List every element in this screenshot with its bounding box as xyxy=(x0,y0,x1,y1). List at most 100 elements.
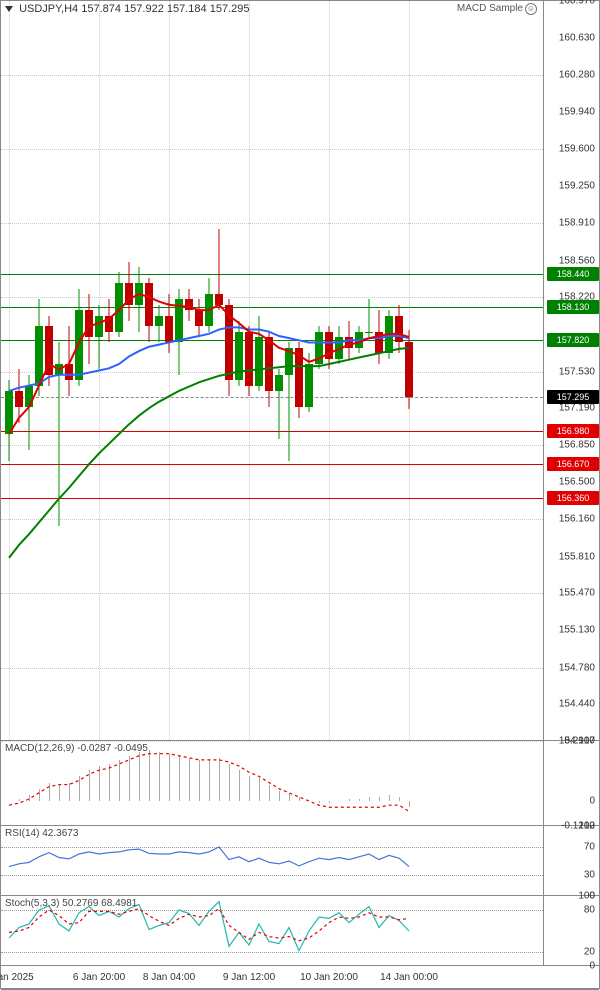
candle xyxy=(185,1,193,741)
price-plot-area[interactable] xyxy=(1,1,543,740)
candle xyxy=(275,1,283,741)
ytick: 0 xyxy=(589,796,595,807)
chart-title: USDJPY,H4 157.874 157.922 157.184 157.29… xyxy=(5,3,249,15)
current-price-label: 157.295 xyxy=(547,390,599,404)
symbol-label: USDJPY,H4 xyxy=(19,3,78,15)
candle xyxy=(405,1,413,741)
candle xyxy=(55,1,63,741)
candle xyxy=(295,1,303,741)
candle xyxy=(95,1,103,741)
candle xyxy=(45,1,53,741)
ytick: 0.2917 xyxy=(564,736,595,747)
price-level-label: 156.670 xyxy=(547,457,599,471)
ytick: 70 xyxy=(584,842,595,853)
candle xyxy=(15,1,23,741)
candle xyxy=(125,1,133,741)
ytick: 159.940 xyxy=(559,106,595,117)
ytick: 80 xyxy=(584,905,595,916)
candle xyxy=(115,1,123,741)
xaxis-label: 9 Jan 12:00 xyxy=(223,972,275,983)
ytick: 154.780 xyxy=(559,662,595,673)
ytick: 159.250 xyxy=(559,181,595,192)
candle xyxy=(345,1,353,741)
candle xyxy=(215,1,223,741)
rsi-title: RSI(14) 42.3673 xyxy=(5,828,78,839)
rsi-yaxis: 10070300 xyxy=(543,826,599,895)
candle xyxy=(245,1,253,741)
settings-icon[interactable]: ☺ xyxy=(525,3,537,15)
ohlc-low: 157.184 xyxy=(167,3,207,15)
ytick: 159.600 xyxy=(559,143,595,154)
candle xyxy=(375,1,383,741)
ytick: 157.530 xyxy=(559,366,595,377)
xaxis-label: 3 Jan 2025 xyxy=(0,972,34,983)
ohlc-high: 157.922 xyxy=(124,3,164,15)
macd-yaxis: 0.29170-0.1212 xyxy=(543,741,599,825)
rsi-plot-area[interactable] xyxy=(1,826,543,895)
candle xyxy=(385,1,393,741)
candle xyxy=(175,1,183,741)
price-level-label: 158.130 xyxy=(547,300,599,314)
candle xyxy=(135,1,143,741)
candle xyxy=(145,1,153,741)
ytick: 160.280 xyxy=(559,70,595,81)
chart-container: USDJPY,H4 157.874 157.922 157.184 157.29… xyxy=(0,0,600,989)
candle xyxy=(395,1,403,741)
ohlc-close: 157.295 xyxy=(210,3,250,15)
price-level-label: 158.440 xyxy=(547,267,599,281)
candle xyxy=(335,1,343,741)
candle xyxy=(75,1,83,741)
time-axis: 3 Jan 2025 6 Jan 20:00 8 Jan 04:00 9 Jan 12… xyxy=(1,966,599,990)
price-level-label: 156.980 xyxy=(547,424,599,438)
price-level-label: 156.360 xyxy=(547,491,599,505)
candle xyxy=(235,1,243,741)
candle xyxy=(225,1,233,741)
candle xyxy=(315,1,323,741)
macd-panel: MACD(12,26,9) -0.0287 -0.0495 0.29170-0.… xyxy=(1,741,599,826)
candle xyxy=(325,1,333,741)
ytick: 155.470 xyxy=(559,588,595,599)
candle xyxy=(365,1,373,741)
ytick: 158.560 xyxy=(559,255,595,266)
candle xyxy=(165,1,173,741)
ytick: 154.440 xyxy=(559,699,595,710)
candle xyxy=(35,1,43,741)
price-yaxis: 160.970 160.630 160.280 159.940 159.600 159.2… xyxy=(543,1,599,740)
candle xyxy=(255,1,263,741)
candle xyxy=(265,1,273,741)
candle xyxy=(25,1,33,741)
ytick: 20 xyxy=(584,947,595,958)
stoch-yaxis: 10080200 xyxy=(543,896,599,965)
price-panel: USDJPY,H4 157.874 157.922 157.184 157.29… xyxy=(1,1,599,741)
xaxis-label: 8 Jan 04:00 xyxy=(143,972,195,983)
ohlc-open: 157.874 xyxy=(81,3,121,15)
ytick: 100 xyxy=(578,821,595,832)
ytick: 157.190 xyxy=(559,403,595,414)
ytick: 156.500 xyxy=(559,477,595,488)
ytick: 156.850 xyxy=(559,439,595,450)
stoch-panel: Stoch(5,3,3) 50.2769 68.4981 10080200 xyxy=(1,896,599,966)
ytick: 155.810 xyxy=(559,551,595,562)
rsi-panel: RSI(14) 42.3673 10070300 xyxy=(1,826,599,896)
xaxis-label: 6 Jan 20:00 xyxy=(73,972,125,983)
macd-sample-label: MACD Sample☺ xyxy=(457,3,537,15)
dropdown-icon[interactable] xyxy=(5,6,13,12)
ytick: 160.630 xyxy=(559,32,595,43)
ytick: 158.910 xyxy=(559,217,595,228)
ytick: 155.130 xyxy=(559,625,595,636)
xaxis-label: 10 Jan 20:00 xyxy=(300,972,358,983)
xaxis-label: 14 Jan 00:00 xyxy=(380,972,438,983)
ytick: 160.970 xyxy=(559,0,595,7)
candle xyxy=(285,1,293,741)
macd-title: MACD(12,26,9) -0.0287 -0.0495 xyxy=(5,743,148,754)
candle xyxy=(155,1,163,741)
candle xyxy=(305,1,313,741)
price-level-label: 157.820 xyxy=(547,333,599,347)
candle xyxy=(195,1,203,741)
candle xyxy=(105,1,113,741)
candle xyxy=(85,1,93,741)
candle xyxy=(5,1,13,741)
ytick: 30 xyxy=(584,870,595,881)
candle xyxy=(205,1,213,741)
candle xyxy=(65,1,73,741)
